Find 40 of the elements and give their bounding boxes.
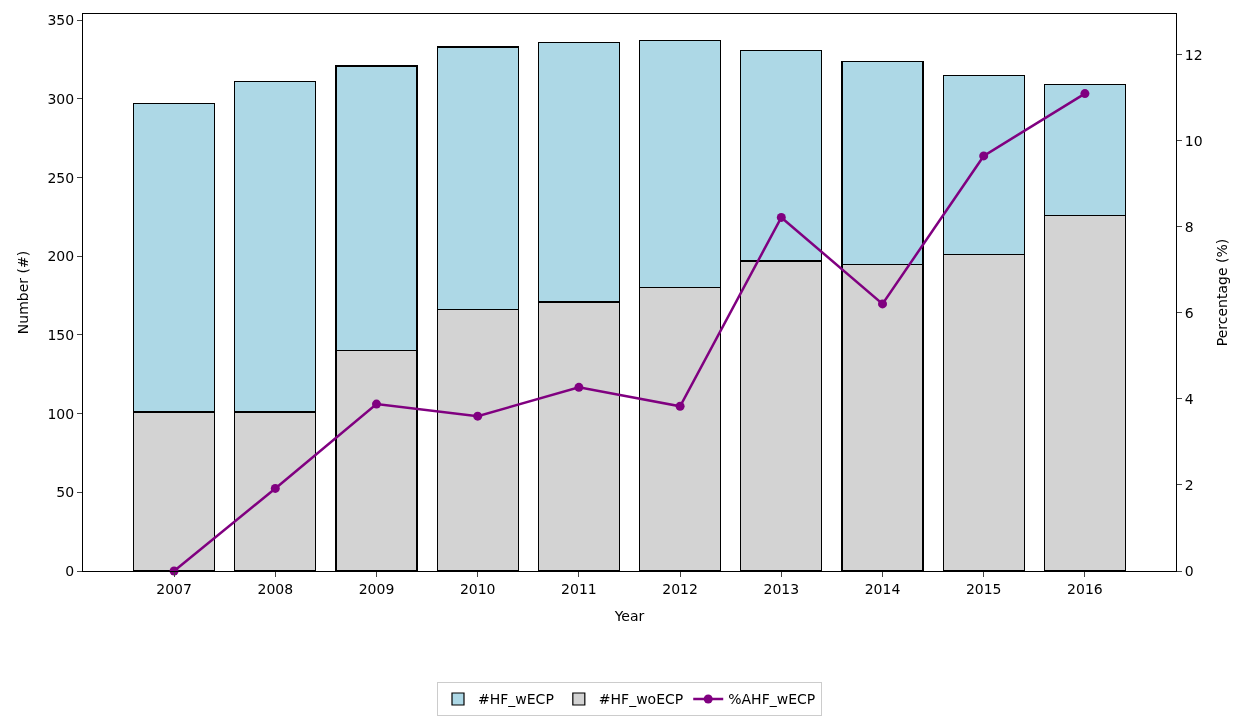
- x-tick-label: 2011: [561, 580, 597, 597]
- x-tick-label: 2007: [156, 580, 192, 597]
- y-axis-title: Number (#): [15, 250, 32, 335]
- y2-tick-label: 12: [1184, 46, 1203, 63]
- point: [473, 411, 483, 421]
- point: [776, 212, 786, 222]
- legend-label: #HF_woECP: [598, 691, 684, 708]
- point: [270, 483, 280, 493]
- x-tick-label: 2008: [257, 580, 294, 597]
- point: [675, 401, 685, 411]
- y-tick-label: 200: [47, 248, 75, 265]
- point: [574, 382, 584, 392]
- y2-tick-label: 0: [1184, 562, 1194, 579]
- point: [1080, 89, 1090, 99]
- y-tick-label: 0: [65, 562, 75, 579]
- y2-tick-label: 2: [1184, 476, 1194, 493]
- y2-tick-label: 6: [1184, 304, 1194, 321]
- point: [878, 299, 888, 309]
- x-tick-label: 2015: [965, 580, 1002, 597]
- legend-label: %AHF_wECP: [728, 691, 816, 708]
- y-tick-label: 50: [56, 484, 75, 501]
- y-tick-label: 250: [47, 169, 75, 186]
- y2-tick-label: 4: [1184, 390, 1194, 407]
- point: [371, 399, 381, 409]
- x-tick-label: 2013: [763, 580, 800, 597]
- y2-tick-label: 8: [1184, 218, 1194, 235]
- point: [979, 151, 989, 161]
- x-tick-label: 2016: [1067, 580, 1103, 597]
- y-tick-label: 150: [47, 326, 75, 343]
- y2-axis-title: Percentage (%): [1213, 238, 1230, 347]
- legend-label: #HF_wECP: [478, 691, 554, 708]
- y-tick-label: 350: [47, 12, 75, 29]
- x-axis-title: Year: [613, 608, 645, 625]
- x-tick-label: 2012: [662, 580, 698, 597]
- y-tick-label: 100: [47, 405, 75, 422]
- x-tick-label: 2014: [864, 580, 901, 597]
- y-tick-label: 300: [47, 90, 75, 107]
- x-tick-label: 2009: [358, 580, 395, 597]
- y2-tick-label: 10: [1184, 132, 1203, 149]
- x-tick-label: 2010: [459, 580, 496, 597]
